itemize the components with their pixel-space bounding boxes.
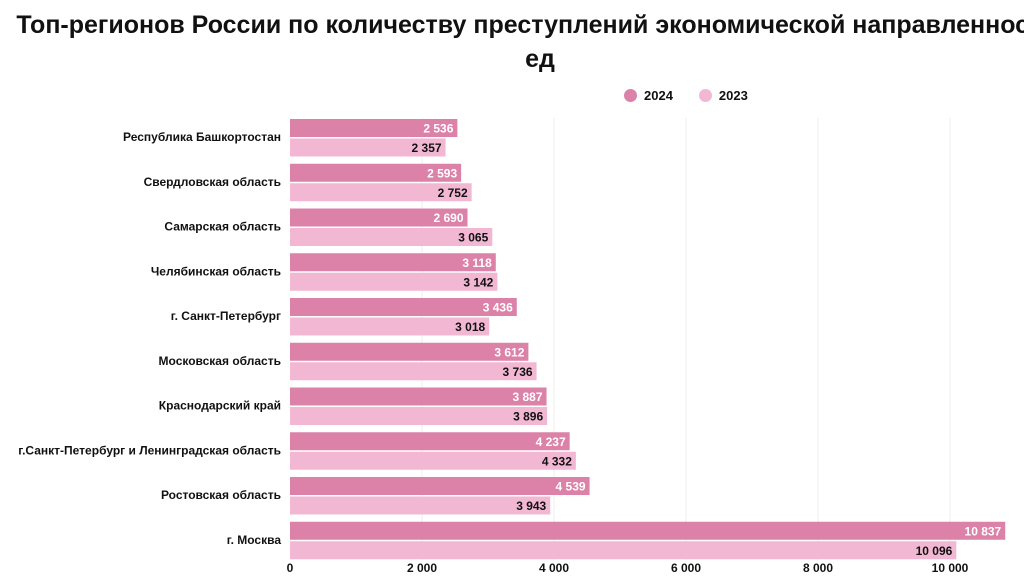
legend-label-2023: 2023 xyxy=(718,88,748,103)
category-label: г. Санкт-Петербург xyxy=(171,309,281,323)
data-label-2024: 2 690 xyxy=(434,211,464,225)
bar-2023 xyxy=(290,138,446,157)
category-label: Краснодарский край xyxy=(159,399,281,413)
category-label: Ростовская область xyxy=(161,488,281,502)
legend-label-2024: 2024 xyxy=(644,88,673,103)
bar-2024 xyxy=(290,119,458,137)
legend-item-2023[interactable]: 2023 xyxy=(698,88,748,103)
data-label-2023: 10 096 xyxy=(916,544,953,558)
data-label-2023: 3 943 xyxy=(516,499,546,513)
bar-2024 xyxy=(290,387,547,406)
legend-swatch-2024 xyxy=(624,89,637,102)
data-label-2024: 2 536 xyxy=(423,122,453,136)
category-label: г.Санкт-Петербург и Ленинградская област… xyxy=(18,443,281,457)
data-label-2023: 3 065 xyxy=(458,231,488,245)
legend-swatch-2023 xyxy=(698,89,712,102)
x-tick-label: 6 000 xyxy=(671,561,701,575)
data-label-2024: 3 436 xyxy=(483,301,513,315)
bar-2023 xyxy=(290,451,576,470)
category-label: Республика Башкортостан xyxy=(123,130,281,144)
bar-2024 xyxy=(290,208,468,227)
bar-2023 xyxy=(290,407,548,425)
data-label-2023: 3 896 xyxy=(513,410,543,424)
bar-2024 xyxy=(290,298,517,316)
x-tick-label: 10 000 xyxy=(932,561,969,575)
data-label-2024: 4 237 xyxy=(536,435,566,449)
data-label-2024: 3 887 xyxy=(513,390,543,404)
category-label: Челябинская область xyxy=(151,264,281,278)
bar-2024 xyxy=(290,253,496,272)
data-label-2024: 2 593 xyxy=(427,166,457,180)
bar-2023 xyxy=(290,496,551,515)
data-label-2024: 3 118 xyxy=(462,256,492,270)
data-label-2023: 3 142 xyxy=(463,275,493,289)
data-label-2023: 2 752 xyxy=(438,186,468,200)
bar-2024 xyxy=(290,163,462,182)
x-tick-label: 0 xyxy=(287,561,294,575)
x-tick-label: 2 000 xyxy=(407,561,437,575)
data-label-2023: 3 018 xyxy=(455,320,485,334)
legend-item-2024[interactable]: 2024 xyxy=(624,88,673,103)
bar-2024 xyxy=(290,432,570,451)
bar-2023 xyxy=(290,362,537,381)
category-label: Самарская область xyxy=(164,220,281,234)
bar-2023 xyxy=(290,272,498,291)
category-label: Свердловская область xyxy=(144,175,281,189)
data-label-2024: 10 837 xyxy=(965,524,1002,538)
bar-2024 xyxy=(290,521,1006,540)
bar-2023 xyxy=(290,541,957,560)
category-label: г. Москва xyxy=(227,533,282,547)
category-label: Московская область xyxy=(159,354,281,368)
data-label-2023: 4 332 xyxy=(542,454,572,468)
x-tick-label: 4 000 xyxy=(539,561,569,575)
data-label-2024: 4 539 xyxy=(556,480,586,494)
x-tick-label: 8 000 xyxy=(803,561,833,575)
bar-2023 xyxy=(290,228,493,246)
legend: 2024 2023 xyxy=(624,88,748,103)
bar-2024 xyxy=(290,342,529,361)
chart-title: Топ-регионов России по количеству престу… xyxy=(16,11,1024,73)
data-label-2024: 3 612 xyxy=(494,345,524,359)
bar-2024 xyxy=(290,477,590,495)
bar-2023 xyxy=(290,183,472,202)
data-label-2023: 2 357 xyxy=(412,141,442,155)
data-label-2023: 3 736 xyxy=(503,365,533,379)
bar-2023 xyxy=(290,317,490,336)
